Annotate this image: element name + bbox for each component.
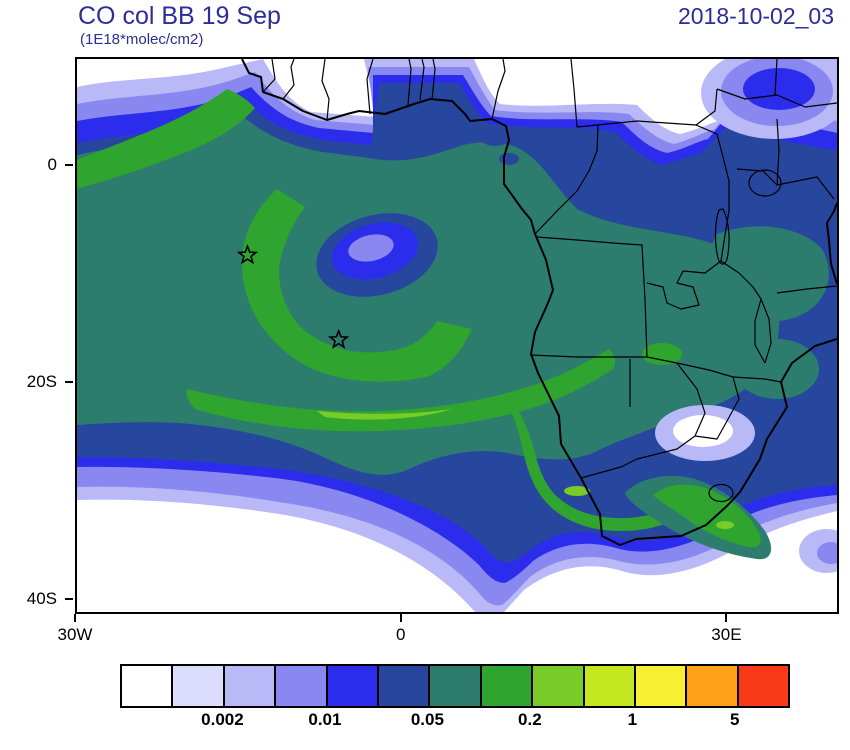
y-axis-label: 40S <box>26 589 57 609</box>
contour-map <box>77 59 837 612</box>
country-borders <box>262 59 837 503</box>
colorbar-cell-4 <box>327 666 379 706</box>
colorbar-cell-2 <box>224 666 277 706</box>
colorbar-labels: 0.002 0.01 0.05 0.2 1 5 <box>120 710 786 736</box>
colorbar-cell-5 <box>378 666 431 706</box>
colorbar-label: 1 <box>627 710 638 729</box>
lakes <box>714 169 782 265</box>
plot-title: CO col BB 19 Sep <box>78 2 281 30</box>
x-axis-tick <box>725 614 728 622</box>
x-axis-label: 0 <box>395 625 406 644</box>
map-panel <box>75 57 839 614</box>
colorbar <box>120 664 790 708</box>
x-axis-label: 30E <box>711 625 742 644</box>
colorbar-label: 0.2 <box>518 710 542 729</box>
colorbar-label: 0.002 <box>201 710 244 729</box>
star-marker <box>236 243 259 265</box>
plot-units-label: (1E18*molec/cm2) <box>80 31 204 48</box>
colorbar-label: 0.05 <box>410 710 444 729</box>
y-axis-label: 0 <box>47 155 57 175</box>
colorbar-cell-6 <box>430 666 482 706</box>
colorbar-cell-11 <box>687 666 739 706</box>
x-axis-label: 30W <box>57 625 93 644</box>
plot-timestamp: 2018-10-02_03 <box>677 3 834 29</box>
colorbar-label: 5 <box>730 710 740 729</box>
y-axis-tick <box>65 164 73 167</box>
y-axis-tick <box>65 381 73 384</box>
colorbar-label: 0.01 <box>308 710 342 729</box>
y-axis-tick <box>65 598 73 601</box>
station-markers <box>236 243 350 349</box>
colorbar-cell-12 <box>738 666 789 706</box>
x-axis-tick <box>399 614 402 622</box>
coastline <box>241 59 837 546</box>
colorbar-cell-9 <box>584 666 636 706</box>
colorbar-cell-0 <box>122 666 174 706</box>
colorbar-cell-10 <box>635 666 688 706</box>
contour-fill-regions <box>77 59 837 612</box>
colorbar-cell-8 <box>533 666 585 706</box>
y-axis-label: 20S <box>26 372 57 392</box>
colorbar-cell-7 <box>481 666 534 706</box>
x-axis-tick <box>74 614 76 622</box>
colorbar-cell-3 <box>276 666 328 706</box>
colorbar-cell-1 <box>173 666 225 706</box>
star-marker <box>327 328 350 349</box>
